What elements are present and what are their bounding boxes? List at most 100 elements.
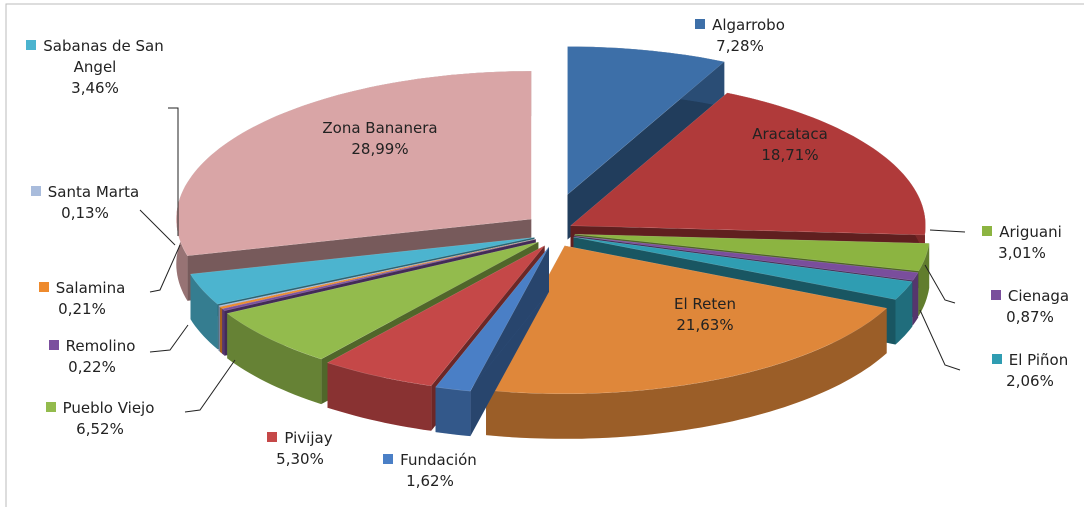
slice-name: Aracataca: [752, 125, 828, 143]
slice-side: [327, 362, 432, 431]
data-label: Remolino 0,22%: [27, 336, 157, 378]
slice-name: Salamina: [55, 279, 126, 297]
slice-top: [574, 233, 930, 272]
leader-line: [184, 359, 236, 413]
legend-marker: [267, 432, 278, 442]
data-label: Sabanas de San Angel 3,46%: [13, 36, 178, 99]
slice-percent: 21,63%: [676, 316, 734, 334]
slice-name: Zona Bananera: [322, 119, 438, 137]
legend-marker: [48, 340, 59, 350]
leader-line: [139, 209, 176, 246]
leader-line: [149, 244, 181, 293]
slice-name: Santa Marta: [47, 183, 140, 201]
slice-name: Pueblo Viejo: [62, 399, 155, 417]
slice-side: [895, 281, 913, 345]
slice-side: [218, 305, 220, 352]
leader-line: [924, 264, 956, 304]
slice-percent: 2,06%: [1006, 372, 1054, 390]
slice-percent: 1,62%: [406, 472, 454, 490]
slice-name: Cienaga: [1007, 287, 1070, 305]
legend-marker: [30, 186, 41, 196]
data-label: Salamina 0,21%: [22, 278, 142, 320]
slice-top: [190, 237, 535, 305]
slice-top: [569, 92, 926, 236]
slice-percent: 28,99%: [351, 140, 409, 158]
leader-line: [929, 229, 966, 233]
slice-side: [918, 243, 930, 316]
slice-side: [486, 308, 887, 439]
legend-marker: [695, 19, 706, 29]
leader-line: [919, 309, 961, 371]
slice-name: Pivijay: [284, 429, 333, 447]
leader-line: [168, 107, 179, 236]
data-label: El Reten 21,63%: [635, 294, 775, 336]
legend-marker: [45, 402, 56, 412]
legend-marker: [982, 226, 993, 236]
slice-percent: 3,01%: [998, 244, 1046, 262]
slice-side-shade: [486, 308, 887, 439]
data-label: Algarrobo 7,28%: [660, 15, 820, 57]
data-label: Fundación 1,62%: [350, 450, 510, 492]
data-label: Pueblo Viejo 6,52%: [10, 398, 190, 440]
frame: [5, 3, 1084, 507]
slice-side-shade: [327, 362, 432, 431]
slice-top: [573, 236, 913, 300]
slice-side-shade: [918, 243, 930, 316]
slice-name: Algarrobo: [712, 16, 785, 34]
slice-top: [226, 241, 539, 360]
slice-name: El Piñon: [1008, 351, 1069, 369]
data-label: Aracataca 18,71%: [720, 124, 860, 166]
slice-percent: 0,13%: [61, 204, 109, 222]
legend-marker: [26, 40, 37, 50]
data-label: Cienaga 0,87%: [970, 286, 1084, 328]
slice-top: [567, 46, 725, 196]
data-label: Ariguani 3,01%: [962, 222, 1082, 264]
slice-top: [326, 245, 545, 387]
slice-top: [176, 70, 532, 257]
data-label: El Piñon 2,06%: [970, 350, 1084, 392]
slice-side: [222, 308, 225, 356]
slice-side-shade: [218, 305, 220, 352]
slice-side-shade: [220, 307, 223, 354]
slice-name: El Reten: [673, 295, 736, 313]
slice-name: Sabanas de San Angel: [43, 37, 164, 76]
slice-percent: 7,28%: [716, 37, 764, 55]
leader-line: [149, 324, 189, 353]
slice-top: [574, 235, 919, 281]
slice-top: [435, 246, 550, 392]
data-label: Pivijay 5,30%: [235, 428, 365, 470]
slice-side: [435, 387, 471, 437]
slice-percent: 0,87%: [1006, 308, 1054, 326]
slice-side: [227, 313, 322, 405]
slice-side-shade: [190, 274, 218, 350]
slice-side-shade: [912, 272, 919, 326]
slice: [567, 46, 725, 240]
slice-top: [219, 238, 536, 309]
slice: [485, 245, 888, 439]
slice-top: [218, 238, 536, 308]
data-label: Santa Marta 0,13%: [30, 182, 140, 224]
slice-wall-shade: [567, 61, 725, 240]
slice-top: [485, 245, 888, 395]
slice-wall: [567, 61, 725, 240]
slice-side-shade: [227, 313, 322, 405]
legend-marker: [990, 290, 1001, 300]
slice-percent: 6,52%: [76, 420, 124, 438]
legend-marker: [991, 354, 1002, 364]
legend-marker: [38, 282, 49, 292]
slice-side: [220, 307, 223, 354]
slice-name: Ariguani: [999, 223, 1062, 241]
slice-side: [912, 272, 919, 326]
legend-marker: [383, 454, 394, 464]
slice-side: [190, 274, 218, 350]
slice-percent: 3,46%: [71, 79, 119, 97]
slice-percent: 18,71%: [761, 146, 819, 164]
slice-percent: 0,21%: [58, 300, 106, 318]
slice-percent: 0,22%: [68, 358, 116, 376]
slice: [435, 246, 550, 437]
slice-name: Fundación: [400, 451, 477, 469]
slice-side-shade: [895, 281, 913, 345]
slice-side-shade: [435, 387, 471, 437]
slice-top: [221, 239, 536, 311]
